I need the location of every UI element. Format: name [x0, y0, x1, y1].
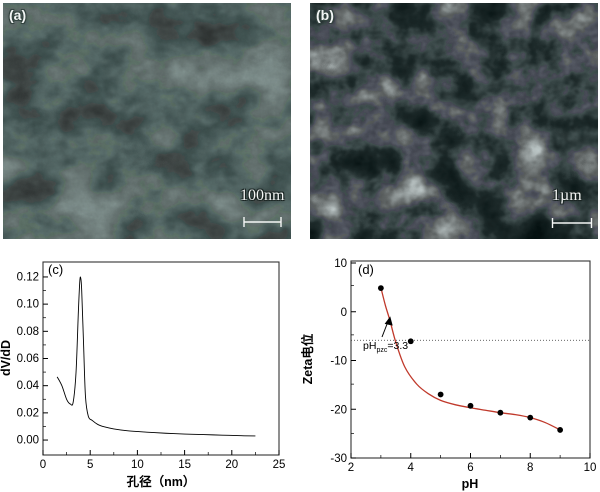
- svg-text:6: 6: [467, 462, 473, 474]
- svg-text:2: 2: [348, 462, 354, 474]
- svg-text:0.06: 0.06: [17, 353, 39, 365]
- svg-text:4: 4: [408, 462, 415, 474]
- svg-text:0.10: 0.10: [17, 299, 39, 311]
- svg-text:0.00: 0.00: [17, 435, 39, 447]
- svg-text:pHpzc=3.3: pHpzc=3.3: [363, 340, 408, 354]
- svg-text:-10: -10: [330, 356, 347, 368]
- svg-text:Zeta电位: Zeta电位: [300, 333, 315, 384]
- svg-text:0.08: 0.08: [17, 326, 39, 338]
- svg-text:5: 5: [87, 459, 93, 471]
- svg-text:0.04: 0.04: [17, 380, 40, 392]
- svg-text:20: 20: [225, 459, 238, 471]
- svg-text:(c): (c): [48, 262, 63, 277]
- svg-text:10: 10: [334, 258, 347, 270]
- svg-text:25: 25: [273, 459, 286, 471]
- svg-text:-30: -30: [330, 453, 347, 465]
- svg-text:0: 0: [341, 307, 347, 319]
- svg-text:10: 10: [584, 462, 597, 474]
- svg-text:pH: pH: [462, 477, 479, 491]
- svg-text:15: 15: [178, 459, 191, 471]
- svg-text:0.12: 0.12: [17, 271, 39, 283]
- svg-text:-20: -20: [330, 405, 347, 417]
- svg-text:孔径（nm）: 孔径（nm）: [127, 474, 196, 489]
- svg-text:8: 8: [527, 462, 533, 474]
- svg-text:dV/dD: dV/dD: [0, 340, 13, 376]
- svg-text:(d): (d): [358, 262, 374, 277]
- svg-text:10: 10: [131, 459, 144, 471]
- svg-text:0: 0: [40, 459, 46, 471]
- svg-text:0.02: 0.02: [17, 407, 39, 419]
